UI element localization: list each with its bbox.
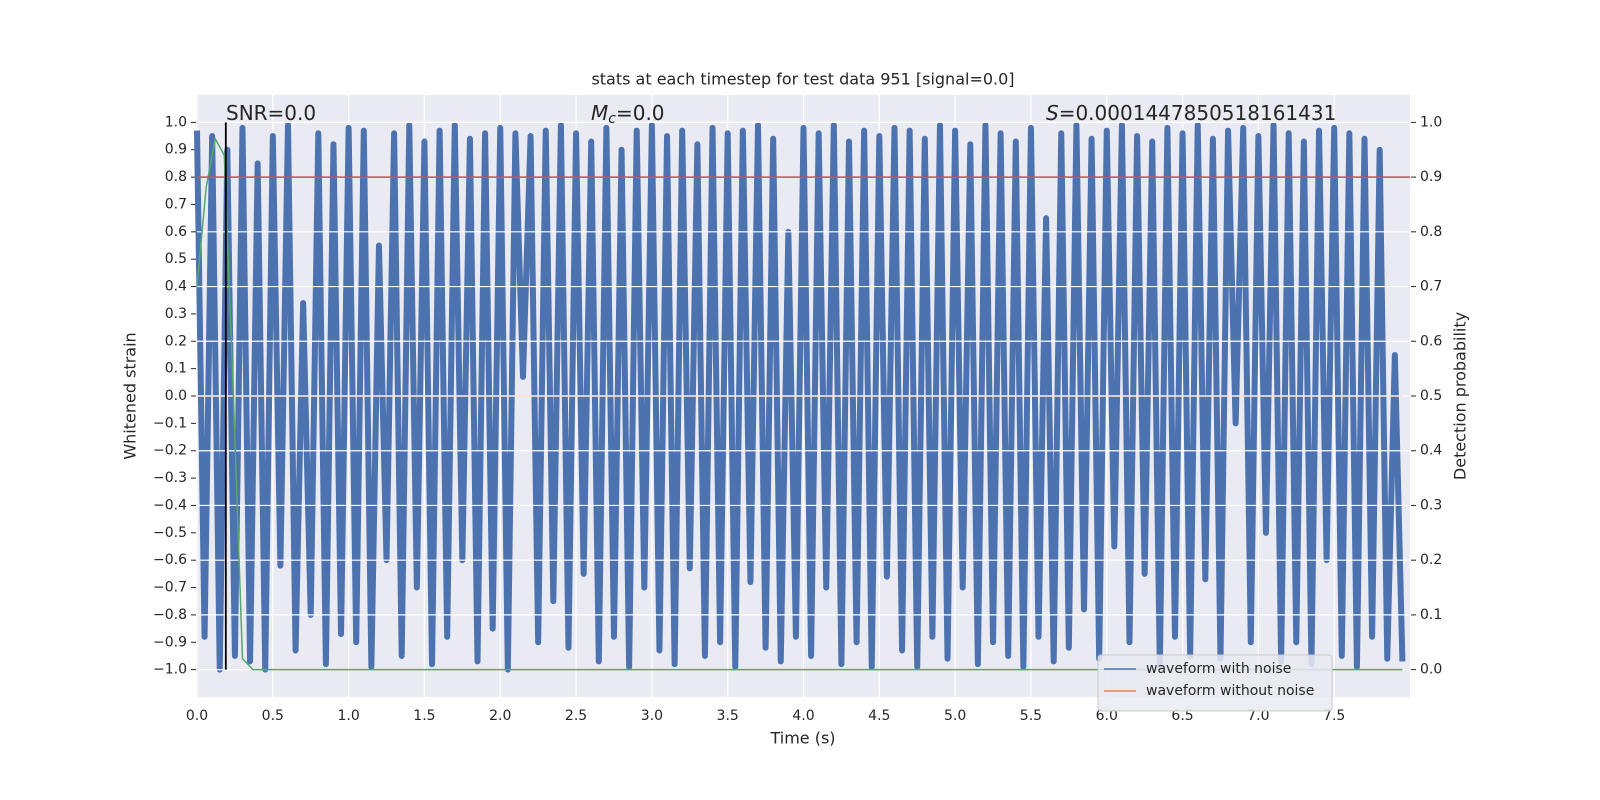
y-tick-label: 1.0 xyxy=(165,114,187,130)
x-tick-label: 5.0 xyxy=(944,708,966,724)
x-tick-label: 1.5 xyxy=(413,708,435,724)
y-tick-label: 0.5 xyxy=(165,251,187,267)
y2-tick-label: 0.0 xyxy=(1420,662,1442,678)
x-tick-label: 0.5 xyxy=(262,708,284,724)
y-tick-label: −0.9 xyxy=(153,634,187,650)
y2-tick-label: 0.6 xyxy=(1420,333,1442,349)
annotation-symbol: S xyxy=(1046,101,1059,125)
y-tick-label: 0.6 xyxy=(165,224,187,240)
x-tick-label: 7.5 xyxy=(1323,708,1345,724)
y2-tick-label: 0.3 xyxy=(1420,497,1442,513)
annotation-text: =0.0001447850518161431 xyxy=(1059,101,1337,125)
x-tick-label: 0.0 xyxy=(186,708,208,724)
series-line xyxy=(194,122,1406,673)
x-tick-label: 7.0 xyxy=(1247,708,1269,724)
annotation-text: =0.0 xyxy=(616,101,665,125)
chart-title: stats at each timestep for test data 951… xyxy=(591,70,1014,89)
x-tick-label: 6.5 xyxy=(1171,708,1193,724)
x-tick-label: 5.5 xyxy=(1020,708,1042,724)
y-tick-label: 0.3 xyxy=(165,306,187,322)
y-tick-label: 0.0 xyxy=(165,388,187,404)
y2-tick-label: 1.0 xyxy=(1420,114,1442,130)
y2-tick-label: 0.2 xyxy=(1420,552,1442,568)
y2-tick-label: 0.5 xyxy=(1420,388,1442,404)
y-tick-label: −0.6 xyxy=(153,552,187,568)
x-tick-label: 4.0 xyxy=(792,708,814,724)
y-tick-label: −0.2 xyxy=(153,443,187,459)
y-tick-label: −0.1 xyxy=(153,415,187,431)
y-tick-label: 0.9 xyxy=(165,142,187,158)
y-tick-label: −0.4 xyxy=(153,497,187,513)
y-tick-label: 0.2 xyxy=(165,333,187,349)
x-axis-label: Time (s) xyxy=(769,729,835,748)
y-tick-label: −0.3 xyxy=(153,470,187,486)
x-tick-label: 3.5 xyxy=(717,708,739,724)
y2-tick-label: 0.4 xyxy=(1420,443,1442,459)
annotation-symbol: M xyxy=(591,101,608,125)
annotation-subscript: c xyxy=(608,111,616,127)
y-tick-label: 0.1 xyxy=(165,361,187,377)
y2-tick-label: 0.8 xyxy=(1420,224,1442,240)
x-tick-label: 4.5 xyxy=(868,708,890,724)
y2-tick-label: 0.9 xyxy=(1420,169,1442,185)
annotation: S=0.0001447850518161431 xyxy=(1046,101,1336,125)
annotation-text: SNR=0.0 xyxy=(226,101,316,125)
y2-tick-label: 0.7 xyxy=(1420,279,1442,295)
y2-tick-label: 0.1 xyxy=(1420,607,1442,623)
y-tick-label: −0.8 xyxy=(153,607,187,623)
y-tick-label: −1.0 xyxy=(153,662,187,678)
x-tick-label: 3.0 xyxy=(641,708,663,724)
legend-label: waveform without noise xyxy=(1146,683,1314,699)
x-tick-label: 6.0 xyxy=(1096,708,1118,724)
y-tick-label: −0.5 xyxy=(153,525,187,541)
x-tick-label: 1.0 xyxy=(337,708,359,724)
y2-axis-label: Detection probability xyxy=(1451,312,1470,480)
x-tick-label: 2.0 xyxy=(489,708,511,724)
legend-label: waveform with noise xyxy=(1146,661,1291,677)
x-tick-label: 2.5 xyxy=(565,708,587,724)
y-tick-label: 0.4 xyxy=(165,279,187,295)
y-tick-label: 0.7 xyxy=(165,196,187,212)
legend-box xyxy=(1097,654,1333,712)
series-line xyxy=(196,138,1403,671)
y-tick-label: 0.8 xyxy=(165,169,187,185)
annotation: Mc=0.0 xyxy=(591,101,665,128)
y-tick-label: −0.7 xyxy=(153,580,187,596)
annotation: SNR=0.0 xyxy=(226,101,316,125)
y-axis-label: Whitened strain xyxy=(121,332,140,459)
